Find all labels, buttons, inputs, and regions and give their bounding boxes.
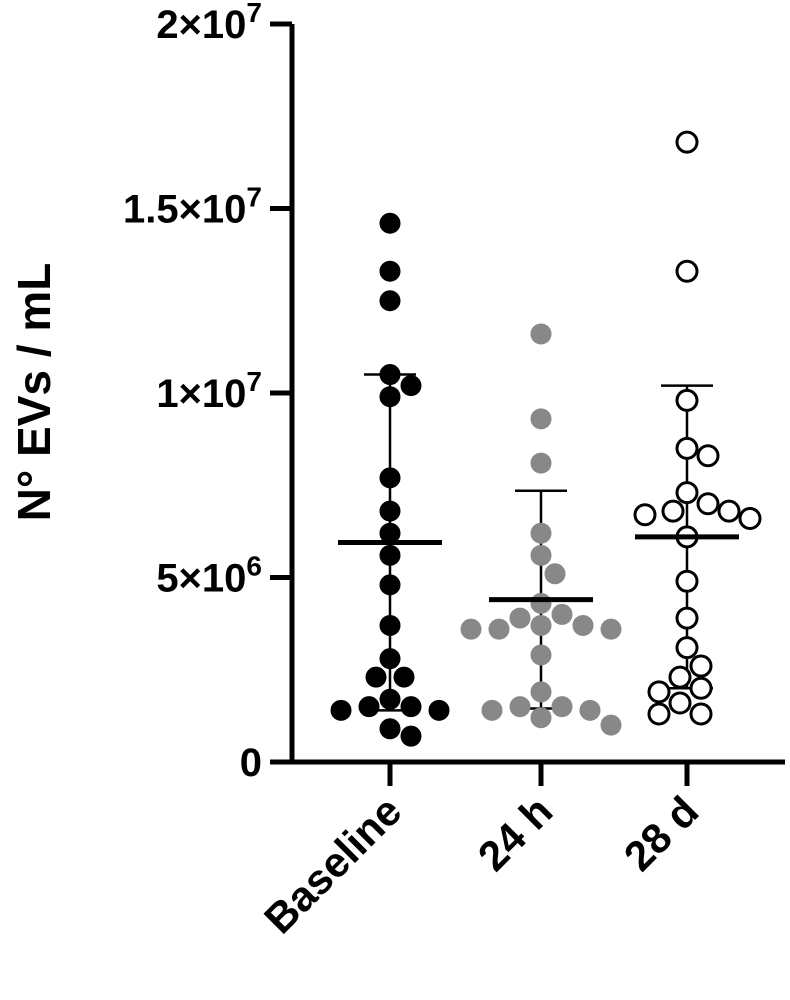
data-point [647, 680, 671, 704]
data-point [530, 592, 552, 614]
data-point [530, 614, 552, 636]
data-point [551, 696, 573, 718]
data-point [668, 665, 692, 689]
data-point [647, 702, 671, 726]
data-marks [330, 130, 762, 747]
y-tick-label: 1×107 [156, 366, 262, 416]
data-point [379, 574, 401, 596]
data-point [675, 259, 699, 283]
y-tick-labels: 0 5×106 1×107 1.5×107 2×107 [123, 0, 292, 785]
data-point [661, 499, 685, 523]
data-point [600, 618, 622, 640]
x-category-label: 28 d [615, 787, 708, 880]
data-point [530, 644, 552, 666]
data-point [717, 499, 741, 523]
data-point [481, 699, 503, 721]
data-point [689, 702, 713, 726]
data-point [379, 212, 401, 234]
y-axis-title: N° EVs / mL [8, 263, 60, 522]
data-point [675, 481, 699, 505]
x-category-label: Baseline [255, 787, 410, 942]
data-point [668, 691, 692, 715]
data-point [358, 696, 380, 718]
data-point [738, 506, 762, 530]
data-point [689, 676, 713, 700]
data-point [379, 386, 401, 408]
data-point [530, 323, 552, 345]
data-point [675, 436, 699, 460]
data-point [579, 699, 601, 721]
data-point [365, 666, 387, 688]
data-point [379, 500, 401, 522]
data-point [689, 654, 713, 678]
y-tick-label: 0 [240, 741, 262, 785]
data-point [379, 648, 401, 670]
data-point [379, 544, 401, 566]
data-point [600, 714, 622, 736]
data-point [696, 444, 720, 468]
x-category-label: 24 h [469, 787, 562, 880]
y-tick-label: 5×106 [156, 551, 262, 601]
y-tick-label: 2×107 [156, 0, 262, 47]
data-point [696, 492, 720, 516]
data-point [675, 569, 699, 593]
data-point [400, 725, 422, 747]
data-point [400, 696, 422, 718]
data-point [675, 606, 699, 630]
data-point [330, 699, 352, 721]
data-point [551, 603, 573, 625]
data-point [675, 388, 699, 412]
data-point [675, 130, 699, 154]
data-point [428, 699, 450, 721]
data-point [488, 618, 510, 640]
data-point [379, 364, 401, 386]
data-point [379, 718, 401, 740]
data-point [530, 452, 552, 474]
data-point [544, 563, 566, 585]
data-point [572, 614, 594, 636]
y-tick-label: 1.5×107 [123, 182, 262, 232]
data-point [460, 618, 482, 640]
data-point [509, 607, 531, 629]
data-point [379, 614, 401, 636]
data-point [379, 290, 401, 312]
data-point [379, 467, 401, 489]
series-28-d [633, 130, 762, 726]
series-baseline [330, 212, 450, 747]
data-point [530, 522, 552, 544]
data-point [393, 666, 415, 688]
series-24-h [460, 323, 622, 736]
data-point [509, 696, 531, 718]
data-point [675, 636, 699, 660]
data-point [633, 503, 657, 527]
x-category-labels: Baseline 24 h 28 d [255, 762, 707, 943]
data-point [530, 707, 552, 729]
data-point [530, 544, 552, 566]
data-point [400, 375, 422, 397]
data-point [530, 408, 552, 430]
data-point [379, 260, 401, 282]
data-point [530, 681, 552, 703]
data-point [379, 688, 401, 710]
